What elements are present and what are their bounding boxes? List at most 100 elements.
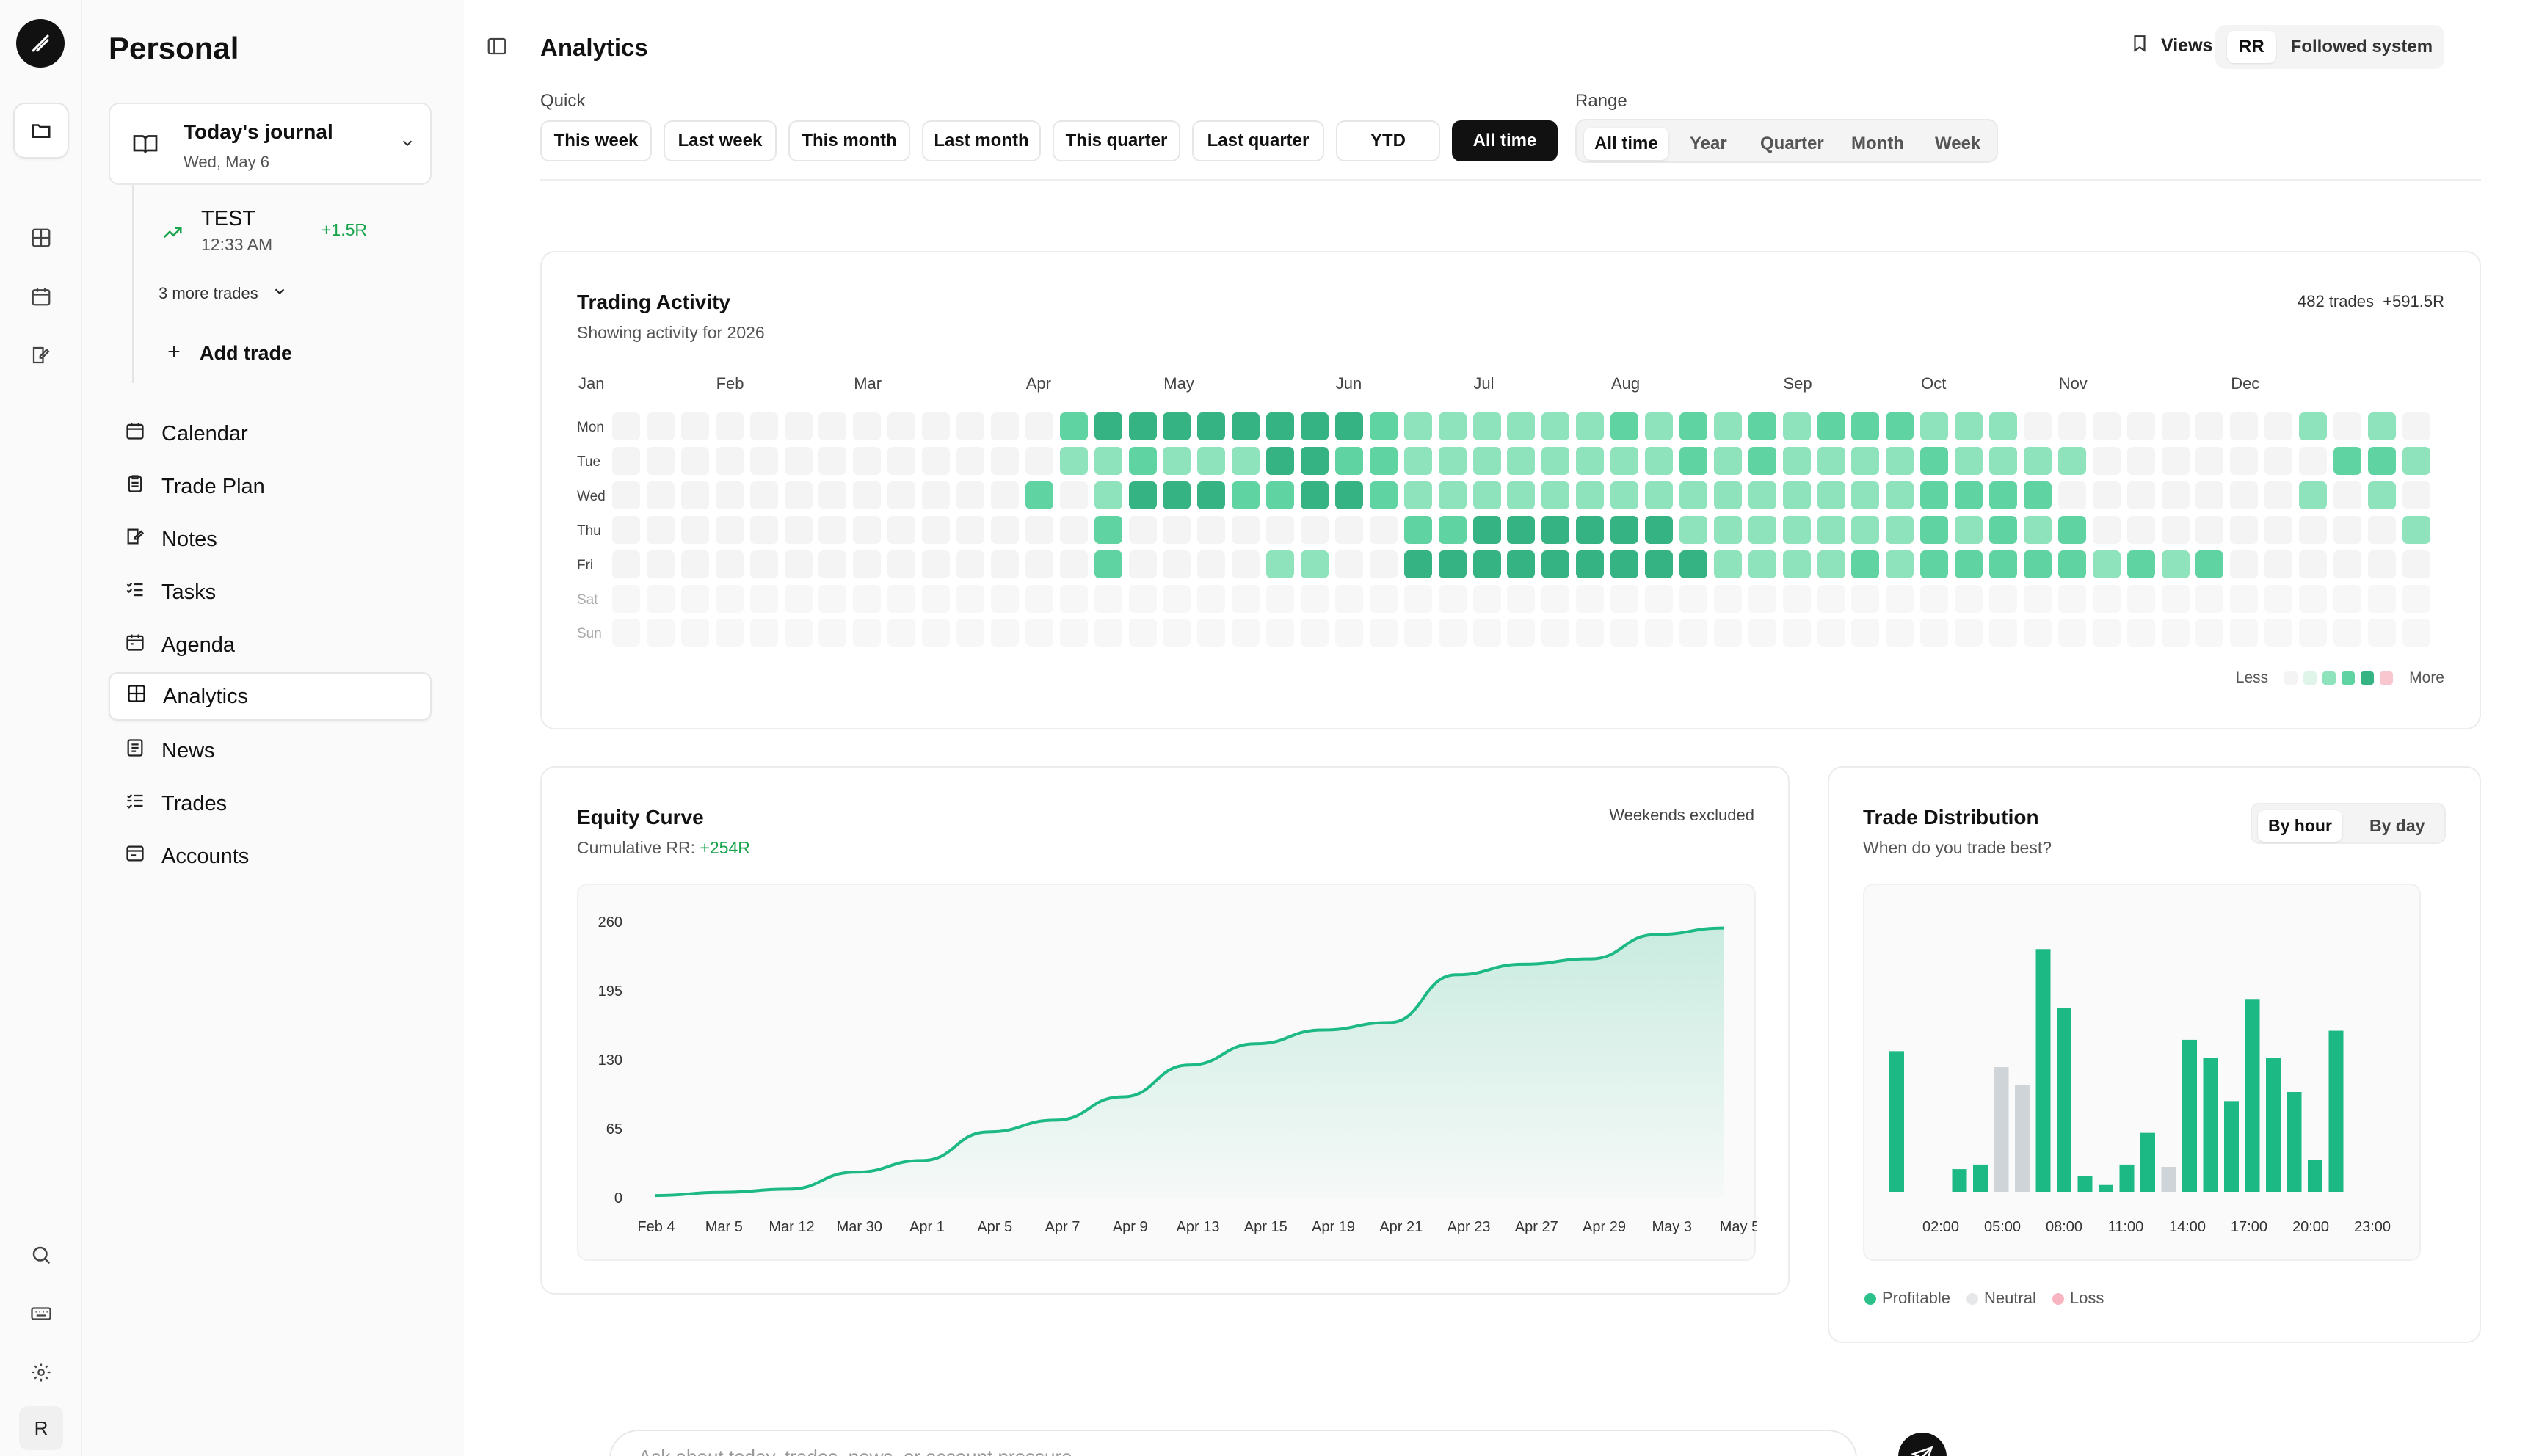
heatmap-cell[interactable] [1989,619,2017,647]
more-trades-toggle[interactable]: 3 more trades [159,283,288,304]
heatmap-cell[interactable] [784,619,813,647]
keyboard-icon[interactable] [13,1286,69,1342]
sidebar-item-notes[interactable]: Notes [109,515,432,564]
heatmap-cell[interactable] [680,481,709,509]
heatmap-cell[interactable] [1301,515,1329,544]
heatmap-cell[interactable] [990,412,1019,440]
heatmap-cell[interactable] [1232,515,1260,544]
heatmap-cell[interactable] [1955,515,1983,544]
heatmap-cell[interactable] [1610,412,1639,440]
trade-item[interactable]: TEST 12:33 AM +1.5R [148,198,435,264]
heatmap-cell[interactable] [1128,446,1157,475]
range-month[interactable]: Month [1851,134,1904,153]
heatmap-cell[interactable] [1094,550,1122,578]
add-trade-button[interactable]: Add trade [166,342,292,365]
heatmap-cell[interactable] [646,412,675,440]
heatmap-cell[interactable] [1163,619,1191,647]
heatmap-cell[interactable] [1886,481,1914,509]
heatmap-cell[interactable] [1025,584,1053,613]
heatmap-cell[interactable] [2367,584,2396,613]
heatmap-cell[interactable] [990,481,1019,509]
range-week[interactable]: Week [1935,134,1981,153]
edit-note-icon[interactable] [13,327,69,383]
heatmap-cell[interactable] [2299,515,2328,544]
heatmap-cell[interactable] [1713,550,1742,578]
heatmap-cell[interactable] [1541,515,1570,544]
heatmap-cell[interactable] [2161,584,2190,613]
heatmap-cell[interactable] [1334,481,1363,509]
heatmap-cell[interactable] [853,412,882,440]
heatmap-cell[interactable] [1266,446,1295,475]
heatmap-cell[interactable] [612,481,640,509]
heatmap-cell[interactable] [853,481,882,509]
heatmap-cell[interactable] [2092,446,2121,475]
heatmap-cell[interactable] [1576,619,1605,647]
heatmap-cell[interactable] [1645,481,1673,509]
toggle-by-hour[interactable]: By hour [2258,810,2342,842]
heatmap-cell[interactable] [2333,412,2361,440]
heatmap-cell[interactable] [612,412,640,440]
heatmap-cell[interactable] [680,619,709,647]
heatmap-cell[interactable] [1472,481,1501,509]
heatmap-cell[interactable] [887,412,916,440]
heatmap-cell[interactable] [1197,584,1226,613]
heatmap-cell[interactable] [1232,412,1260,440]
heatmap-cell[interactable] [2230,584,2259,613]
heatmap-cell[interactable] [2161,481,2190,509]
heatmap-cell[interactable] [1197,446,1226,475]
heatmap-cell[interactable] [2230,412,2259,440]
heatmap-cell[interactable] [1679,515,1707,544]
heatmap-cell[interactable] [1025,481,1053,509]
heatmap-cell[interactable] [1403,412,1432,440]
heatmap-cell[interactable] [2402,481,2430,509]
heatmap-cell[interactable] [1851,619,1880,647]
ask-input[interactable]: Ask about today, trades, news, or accoun… [609,1430,1857,1456]
heatmap-cell[interactable] [680,584,709,613]
heatmap-cell[interactable] [956,550,984,578]
heatmap-cell[interactable] [2333,481,2361,509]
heatmap-cell[interactable] [818,412,847,440]
heatmap-cell[interactable] [2023,446,2052,475]
heatmap-cell[interactable] [1679,584,1707,613]
heatmap-cell[interactable] [749,412,778,440]
heatmap-cell[interactable] [2264,412,2293,440]
heatmap-cell[interactable] [1955,446,1983,475]
heatmap-cell[interactable] [2402,515,2430,544]
sidebar-item-trade-plan[interactable]: Trade Plan [109,462,432,511]
heatmap-cell[interactable] [1094,481,1122,509]
heatmap-cell[interactable] [1507,481,1536,509]
heatmap-cell[interactable] [818,515,847,544]
heatmap-cell[interactable] [1713,515,1742,544]
heatmap-cell[interactable] [1507,515,1536,544]
heatmap-cell[interactable] [1369,619,1398,647]
heatmap-cell[interactable] [1197,515,1226,544]
sidebar-toggle-icon[interactable] [486,35,508,61]
heatmap-cell[interactable] [1541,446,1570,475]
heatmap-cell[interactable] [2230,446,2259,475]
heatmap-cell[interactable] [784,550,813,578]
heatmap-cell[interactable] [2299,446,2328,475]
heatmap-cell[interactable] [749,619,778,647]
heatmap-cell[interactable] [1610,584,1639,613]
heatmap-cell[interactable] [2367,481,2396,509]
sidebar-item-calendar[interactable]: Calendar [109,410,432,458]
heatmap-cell[interactable] [1782,584,1811,613]
heatmap-cell[interactable] [1920,550,1949,578]
heatmap-cell[interactable] [1025,412,1053,440]
heatmap-cell[interactable] [2367,619,2396,647]
avatar[interactable]: R [19,1406,63,1450]
heatmap-cell[interactable] [1369,412,1398,440]
heatmap-cell[interactable] [818,550,847,578]
heatmap-cell[interactable] [1266,481,1295,509]
heatmap-cell[interactable] [2402,550,2430,578]
heatmap-cell[interactable] [1232,619,1260,647]
heatmap-cell[interactable] [749,481,778,509]
quick-this-week[interactable]: This week [540,120,652,161]
heatmap-cell[interactable] [1645,619,1673,647]
heatmap-cell[interactable] [1920,446,1949,475]
heatmap-cell[interactable] [784,412,813,440]
heatmap-cell[interactable] [2299,584,2328,613]
heatmap-cell[interactable] [922,584,951,613]
heatmap-cell[interactable] [887,481,916,509]
heatmap-cell[interactable] [2092,550,2121,578]
